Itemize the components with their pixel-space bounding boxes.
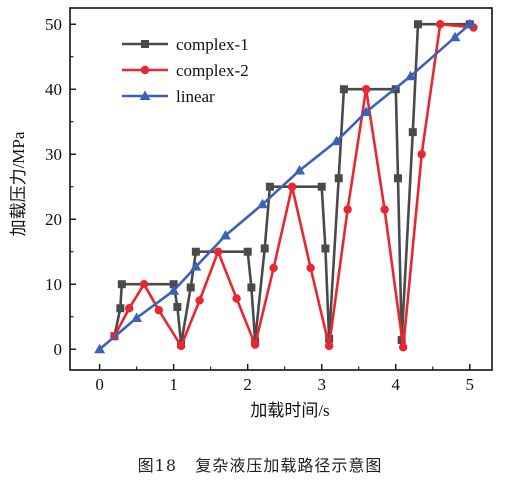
series-linear [94,18,476,354]
y-tick-label: 30 [45,145,62,164]
data-point-linear [256,198,268,209]
data-point-complex-1 [321,244,330,253]
data-point-complex-1 [243,247,252,256]
data-point-complex-2 [232,294,241,303]
data-point-linear [331,135,343,146]
data-point-linear [360,106,372,116]
data-point-complex-2 [435,20,445,29]
data-point-complex-1 [393,174,402,183]
data-point-linear [131,312,143,323]
data-point-linear [405,70,417,81]
y-axis-label: 加载压力/MPa [9,131,28,236]
data-point-complex-2 [361,85,371,94]
data-point-complex-1 [173,302,182,311]
data-point-complex-2 [343,205,352,214]
y-tick-label: 10 [45,275,62,294]
data-point-complex-1 [247,283,256,292]
data-point-complex-2 [269,263,278,273]
legend-label: complex-2 [176,61,249,80]
data-point-complex-1 [413,20,422,29]
x-tick-label: 0 [95,375,104,394]
data-point-complex-1 [260,244,269,253]
legend-item-complex-1: complex-1 [122,35,249,54]
x-tick-label: 3 [317,375,326,394]
series-line-complex-2 [113,22,474,349]
data-point-linear [449,31,461,42]
legend-marker [140,65,150,75]
data-point-complex-1 [117,280,126,289]
data-point-complex-1 [169,280,178,289]
data-point-complex-2 [417,150,426,159]
data-point-complex-1 [334,174,343,183]
data-point-complex-2 [139,280,149,289]
data-point-complex-2 [195,296,204,305]
figure-caption: 图18 复杂液压加载路径示意图 [0,452,520,476]
legend-label: linear [176,87,215,106]
x-tick-label: 5 [466,375,475,394]
data-point-complex-1 [265,182,274,191]
y-tick-label: 40 [45,80,62,99]
data-point-linear [94,343,106,354]
plot-frame [69,7,493,371]
x-tick-label: 2 [243,375,252,394]
data-point-complex-2 [306,263,315,273]
data-point-complex-1 [191,247,200,256]
caption-number: 图18 [137,456,178,475]
data-point-complex-2 [125,304,134,313]
legend-marker [141,40,149,48]
x-tick-label: 4 [392,375,401,394]
legend-item-linear: linear [122,87,215,106]
caption-text: 复杂液压加载路径示意图 [195,456,383,475]
data-point-linear [168,285,180,295]
data-point-linear [190,261,202,271]
data-point-linear [219,229,231,240]
data-point-complex-1 [408,128,417,137]
y-tick-label: 20 [45,210,62,229]
series-line-linear [98,23,471,351]
data-point-linear [294,164,306,175]
legend-item-complex-2: complex-2 [122,61,249,80]
data-point-complex-2 [287,182,297,191]
data-point-complex-2 [250,340,260,349]
data-point-complex-2 [213,247,223,256]
series-layer [94,18,478,354]
x-tick-label: 1 [169,375,178,394]
legend: complex-1 complex-2 linear [122,35,249,106]
data-point-complex-2 [380,205,389,214]
data-point-complex-1 [186,283,195,292]
x-axis-label: 加载时间/s [250,401,329,420]
data-point-complex-2 [154,306,164,315]
data-point-complex-1 [116,304,125,313]
y-tick-label: 0 [54,340,63,359]
data-point-complex-1 [317,182,326,191]
data-point-linear [464,18,476,29]
data-point-complex-1 [339,85,348,94]
y-tick-label: 50 [45,15,62,34]
data-point-complex-2 [324,341,334,351]
legend-label: complex-1 [176,35,249,54]
legend-marker [139,90,151,100]
data-point-complex-2 [176,341,186,351]
data-point-complex-2 [398,343,408,352]
